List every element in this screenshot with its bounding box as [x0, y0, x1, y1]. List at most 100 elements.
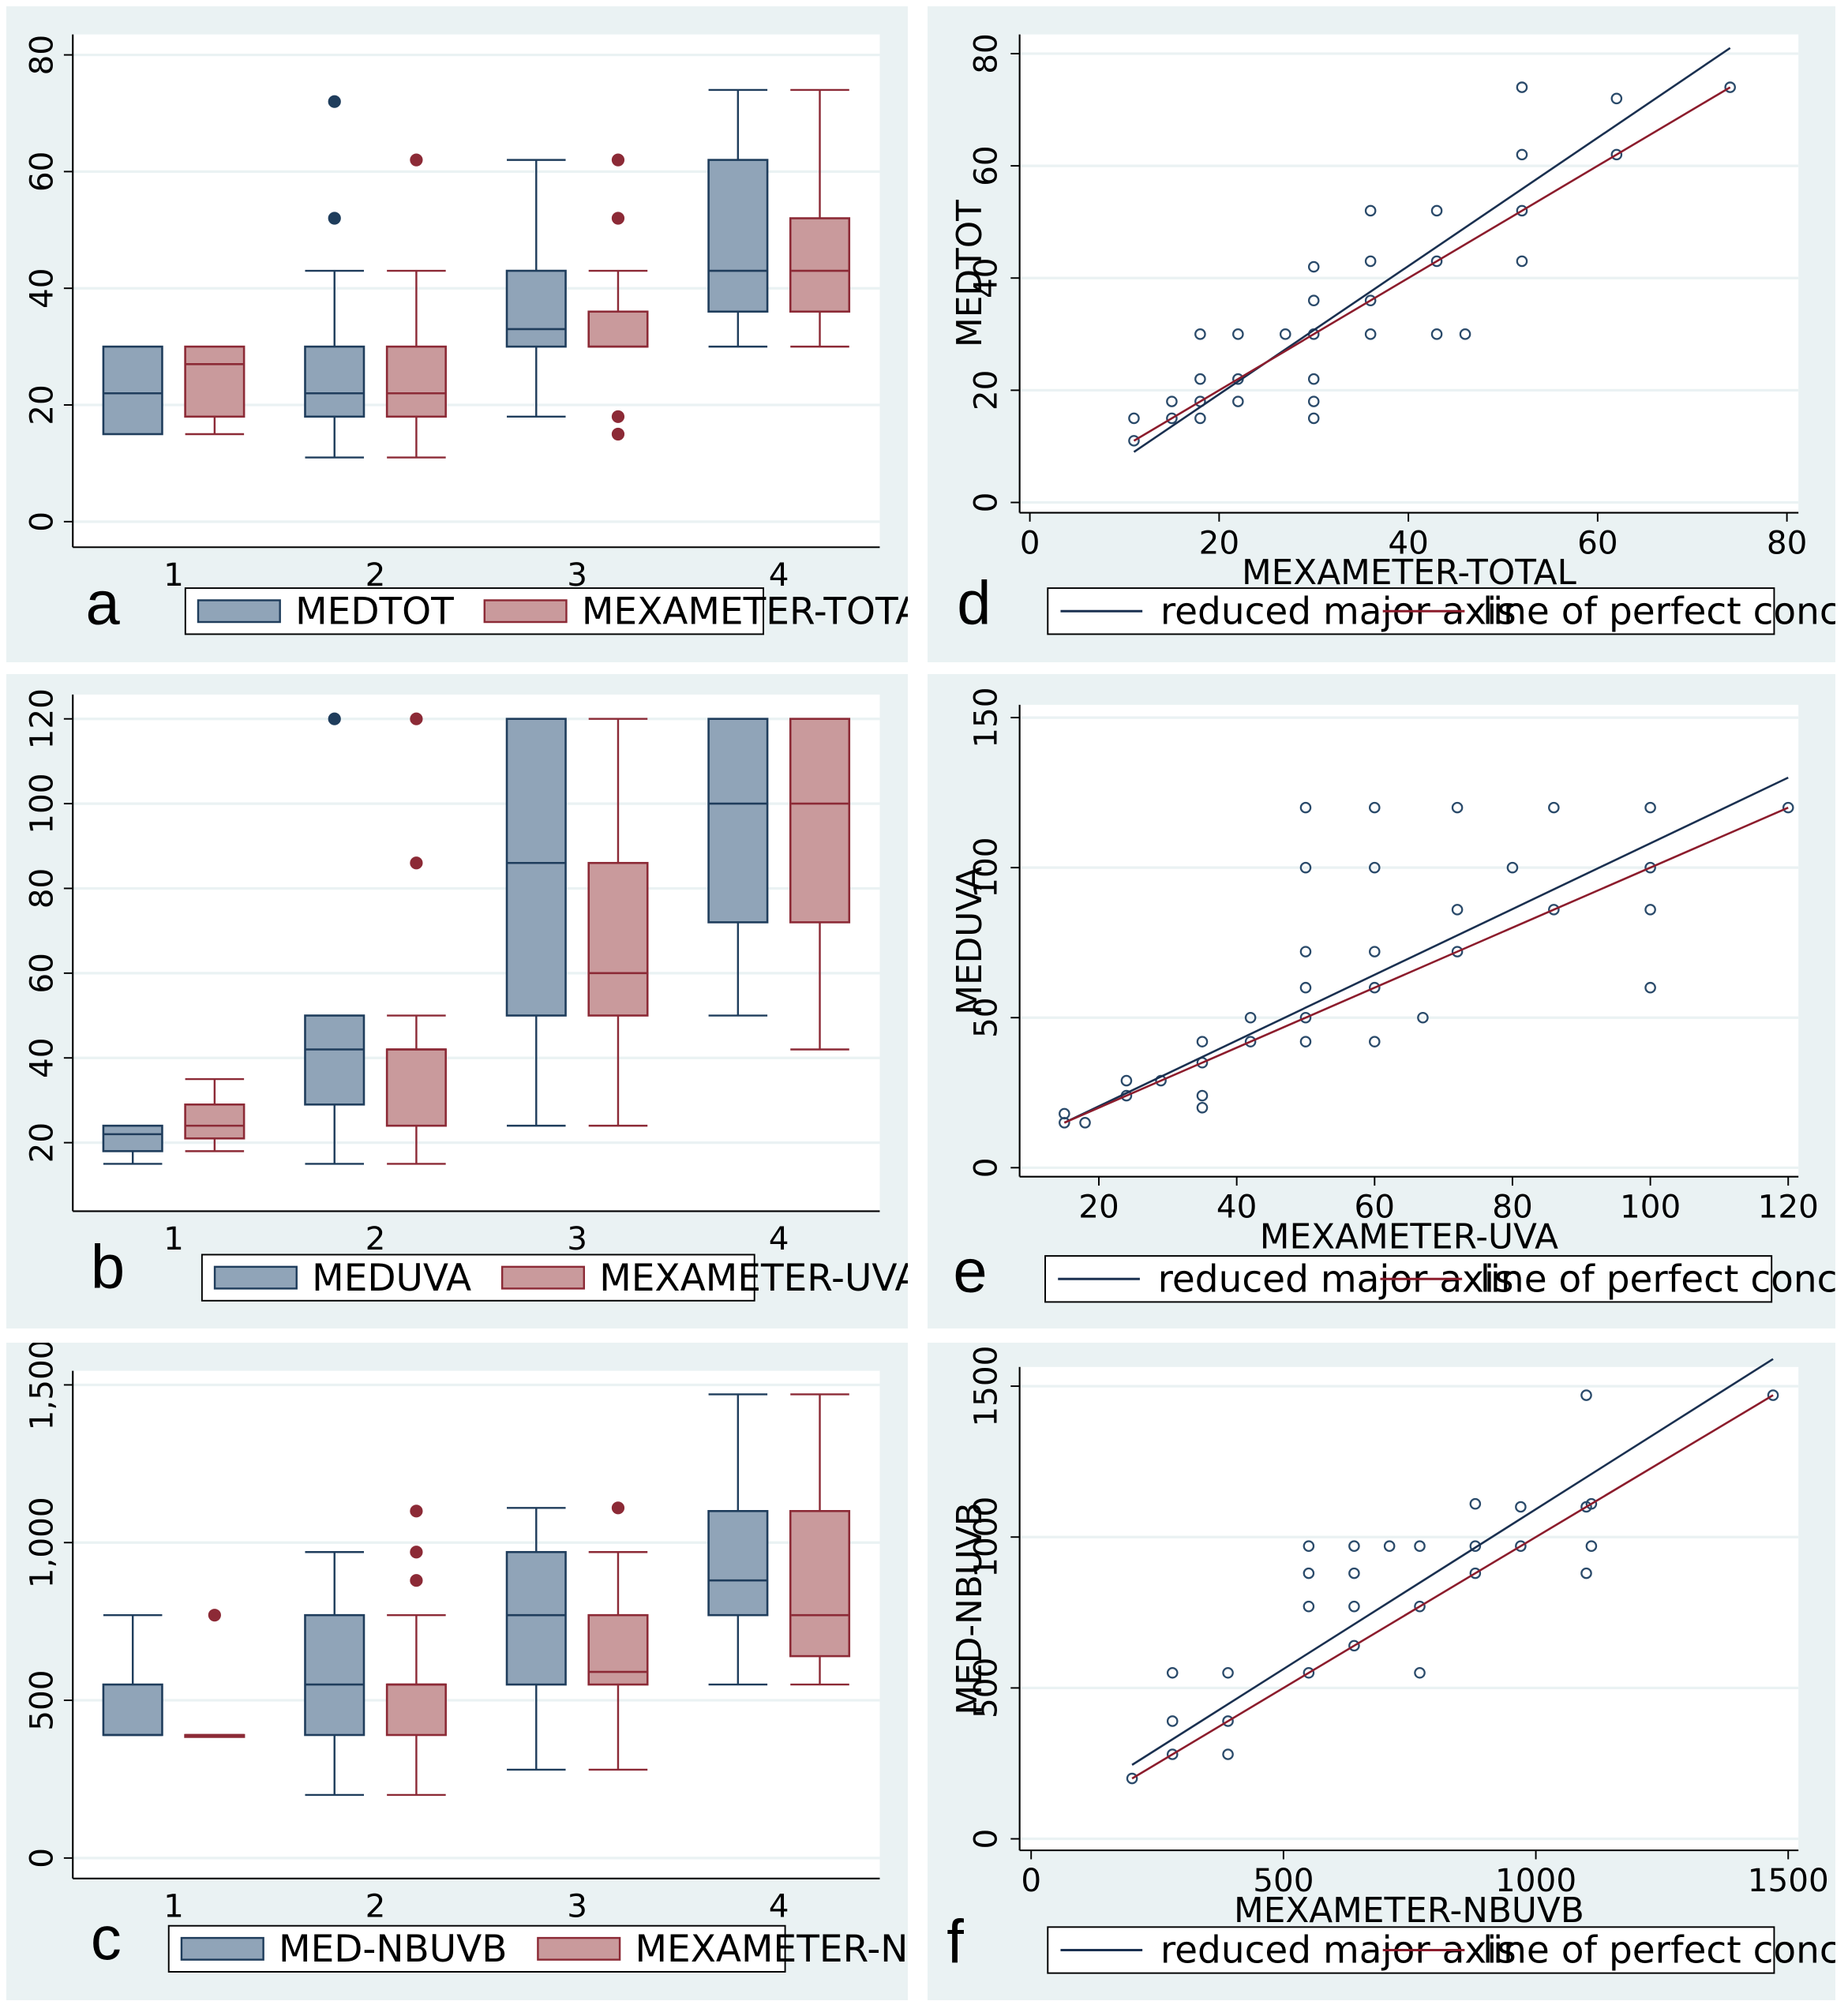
data-point	[1368, 981, 1381, 994]
y-tick-label: 60	[22, 152, 60, 193]
outlier-point	[611, 427, 625, 441]
legend-label-1: MEDUVA	[312, 1257, 471, 1300]
data-point	[1644, 981, 1656, 994]
data-point	[1580, 1389, 1592, 1401]
rma-line	[1133, 47, 1730, 453]
outlier-point	[328, 212, 341, 225]
box-red-cat2	[385, 712, 448, 1165]
legend-swatch-red	[501, 1265, 586, 1290]
y-tick-label: 40	[22, 268, 60, 309]
box-iqr	[707, 718, 769, 924]
data-point	[1767, 1389, 1779, 1401]
box-red-cat1	[184, 345, 246, 436]
box-red-cat3	[587, 153, 649, 441]
data-point	[1413, 1666, 1426, 1679]
box-blue-cat2	[304, 95, 365, 459]
box-red-cat4	[789, 718, 851, 1051]
legend-swatch-red	[483, 599, 568, 624]
plot-area	[1019, 704, 1798, 1177]
x-tick-label: 1	[163, 1887, 184, 1924]
box-iqr	[707, 1510, 769, 1617]
concordance-line	[1133, 86, 1730, 442]
legend: MEDUVA MEXAMETER-UVA	[201, 1253, 908, 1302]
x-tick-label: 120	[1757, 1187, 1818, 1225]
data-point	[1348, 1639, 1360, 1652]
box-iqr	[304, 1613, 365, 1737]
legend-label-2: line of perfect concordance	[1483, 1929, 1835, 1973]
box-red-cat4	[789, 88, 851, 348]
legend-label-2: MEXAMETER-TOTAL	[582, 590, 908, 634]
x-tick-label: 3	[567, 556, 587, 594]
data-point	[1196, 1036, 1208, 1047]
data-point	[1451, 903, 1463, 916]
outlier-point	[611, 1501, 625, 1515]
x-tick-label: 80	[1766, 523, 1807, 561]
box-blue-cat3	[505, 159, 567, 418]
panel-a: 0 20 40 60 80 1 2 3 4 MEDTOT MEXAMETER-TOTAL a	[6, 6, 909, 663]
panel-e: 0 50 100 150 20 40 60 80 100 120 MEDUVA MEXAMETER-U…	[927, 673, 1835, 1329]
rma-line	[1063, 776, 1789, 1124]
chart-c: 0 500 1,000 1,500 1 2 3 4 MED-NBUVB MEXAMETER-NBU…	[22, 1343, 908, 1973]
data-point	[1194, 373, 1206, 385]
y-tick-label: 0	[22, 1848, 60, 1868]
y-tick-label: 100	[22, 773, 60, 834]
box-red-cat4	[789, 1393, 851, 1686]
box-blue-cat3	[505, 1507, 567, 1771]
data-point	[1165, 395, 1178, 407]
y-tick-label: 20	[966, 370, 1004, 411]
data-point	[1307, 395, 1320, 407]
box-iqr	[385, 1047, 448, 1127]
x-tick-label: 0	[1019, 523, 1040, 561]
data-point	[1307, 412, 1320, 425]
data-point	[1299, 981, 1311, 994]
data-point	[1127, 435, 1140, 447]
box-iqr	[505, 1550, 567, 1686]
box-blue-cat3	[505, 718, 567, 1127]
y-tick-label: 40	[22, 1037, 60, 1078]
y-tick-label: 0	[966, 493, 1004, 513]
data-point	[1430, 255, 1442, 268]
box-blue-cat4	[707, 1393, 769, 1686]
y-tick-label: 0	[966, 1157, 1004, 1178]
panel-b: 20 40 60 80 100 120 1 2 3 4 MEDUVA MEXAMETER-UVA b	[6, 673, 909, 1329]
box-red-cat1	[184, 1609, 246, 1738]
y-tick-label: 20	[22, 384, 60, 425]
y-tick-label: 1000	[966, 1497, 1004, 1578]
data-point	[1166, 1715, 1179, 1727]
concordance-line	[1063, 806, 1789, 1124]
plot-area	[1019, 1366, 1798, 1851]
x-tick-label: 4	[769, 1220, 789, 1257]
panel-c: 0 500 1,000 1,500 1 2 3 4 MED-NBUVB MEXAMETER-NBU…	[6, 1343, 909, 2000]
legend: MED-NBUVB MEXAMETER-NBUVB	[167, 1924, 908, 1973]
box-iqr	[304, 345, 365, 418]
y-tick-label: 100	[966, 837, 1004, 897]
panel-letter: d	[957, 570, 991, 638]
y-tick-label: 1,000	[22, 1497, 60, 1588]
x-tick-label: 2	[365, 556, 386, 594]
box-blue-cat1	[102, 1613, 163, 1737]
x-tick-label: 0	[1021, 1861, 1041, 1899]
box-iqr	[102, 1124, 163, 1152]
y-axis-title: MEDUVA	[950, 866, 990, 1014]
data-point	[1364, 255, 1376, 268]
data-point	[1368, 1036, 1381, 1047]
legend-swatch-blue	[180, 1936, 264, 1961]
legend-label-1: MED-NBUVB	[279, 1928, 507, 1971]
data-point	[1364, 328, 1376, 340]
box-blue-cat2	[304, 1551, 365, 1797]
data-point	[1120, 1074, 1132, 1087]
data-point	[1782, 801, 1794, 814]
data-point	[1514, 1540, 1527, 1552]
data-point	[1516, 148, 1528, 161]
x-tick-label: 60	[1577, 523, 1618, 561]
x-tick-label: 3	[567, 1220, 587, 1257]
data-point	[1644, 861, 1656, 874]
x-tick-label: 4	[769, 1887, 789, 1924]
data-point	[1585, 1497, 1597, 1510]
data-point	[1516, 81, 1528, 93]
box-iqr	[102, 345, 163, 436]
y-tick-label: 0	[22, 511, 60, 532]
